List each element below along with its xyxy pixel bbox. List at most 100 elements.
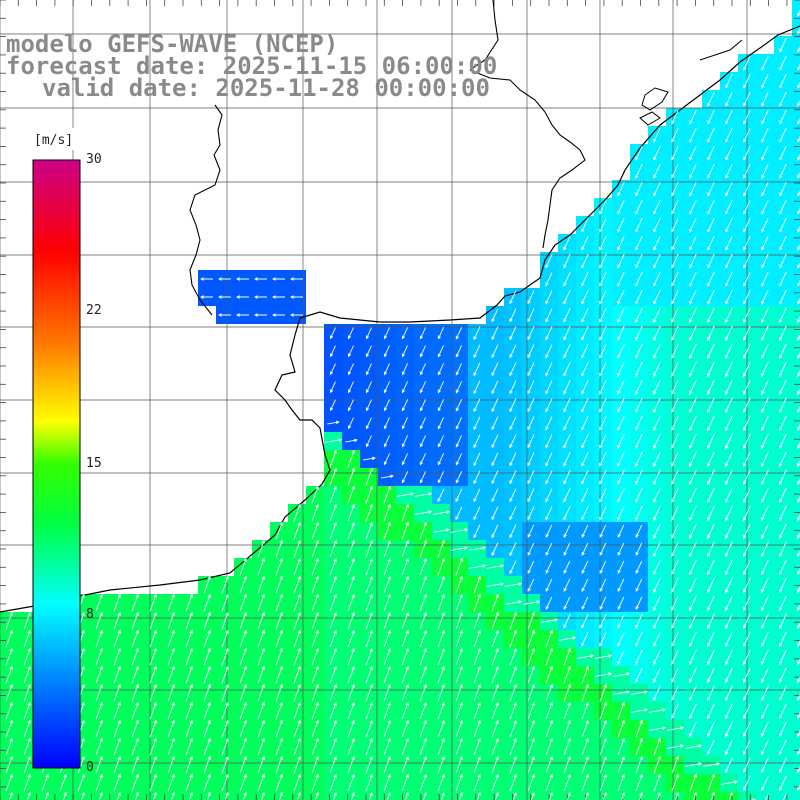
wind-cell: [792, 0, 800, 18]
wind-arrow: [563, 272, 571, 287]
wind-arrow: [725, 613, 733, 630]
wind-arrow: [293, 575, 301, 594]
wind-cell: [342, 792, 360, 800]
wind-arrow: [311, 557, 319, 576]
wind-cell: [252, 792, 270, 800]
wind-arrow: [725, 92, 733, 107]
wind-arrow: [761, 631, 769, 648]
wind-arrow: [617, 433, 625, 449]
wind-arrow: [779, 613, 787, 630]
wind-arrow: [779, 505, 787, 522]
wind-arrow: [689, 236, 697, 251]
wind-arrow: [329, 755, 337, 774]
wind-arrow: [761, 254, 769, 269]
wind-arrow: [437, 629, 445, 648]
wind-arrow: [131, 719, 139, 738]
wind-arrow: [455, 345, 463, 358]
wind-arrow: [797, 136, 800, 143]
wind-arrow: [401, 381, 408, 394]
wind-arrow: [563, 236, 571, 251]
wind-arrow: [707, 703, 715, 720]
wind-arrow: [347, 593, 355, 612]
wind-arrow: [419, 773, 427, 792]
wind-arrow: [527, 488, 535, 503]
wind-arrow: [311, 773, 319, 792]
wind-arrow: [5, 755, 13, 774]
wind-arrow: [728, 791, 733, 800]
wind-arrow: [185, 647, 193, 666]
wind-arrow: [599, 199, 607, 215]
wind-arrow: [113, 683, 121, 702]
wind-arrow: [185, 629, 193, 648]
wind-arrow: [239, 737, 247, 756]
wind-arrow: [635, 236, 643, 251]
wind-arrow: [797, 406, 800, 414]
wind-arrow: [761, 379, 769, 396]
wind-arrow: [275, 521, 283, 540]
wind-arrow: [563, 578, 571, 592]
wind-arrow: [401, 593, 409, 612]
wind-arrow: [275, 629, 283, 648]
wind-arrow: [671, 433, 679, 450]
wind-arrow: [743, 343, 751, 360]
wind-arrow: [725, 74, 733, 89]
wind-arrow: [149, 683, 157, 702]
wind-arrow: [509, 719, 517, 738]
wind-arrow: [419, 557, 427, 576]
wind-arrow: [545, 362, 553, 377]
wind-arrow: [653, 397, 661, 414]
wind-arrow: [437, 575, 445, 594]
wind-arrow: [599, 596, 607, 610]
wind-arrow: [545, 344, 553, 359]
wind-arrow: [365, 485, 373, 504]
wind-arrow: [707, 595, 715, 612]
wind-arrow: [689, 200, 697, 215]
wind-arrow: [617, 218, 625, 233]
wind-cell: [594, 792, 612, 800]
wind-arrow: [545, 596, 553, 610]
wind-arrow: [581, 596, 589, 610]
wind-arrow: [563, 362, 571, 377]
wind-arrow: [779, 469, 787, 486]
wind-arrow: [797, 388, 800, 396]
wind-arrow: [473, 719, 481, 738]
wind-arrow: [671, 469, 679, 486]
wind-arrow: [311, 611, 319, 630]
wind-arrow: [473, 326, 481, 341]
wind-arrow: [689, 487, 697, 504]
wind-arrow: [725, 685, 733, 702]
wind-arrow: [365, 539, 373, 558]
wind-arrow: [779, 541, 787, 558]
wind-arrow: [311, 629, 319, 648]
wind-arrow: [221, 629, 229, 648]
wind-arrow: [329, 593, 337, 612]
wind-arrow: [540, 618, 559, 623]
wind-arrow: [365, 467, 373, 486]
wind-arrow: [455, 629, 463, 648]
wind-arrow: [563, 755, 571, 774]
wind-arrow: [743, 739, 751, 756]
wind-arrow: [134, 791, 139, 800]
wind-arrow: [797, 64, 800, 71]
wind-arrow: [293, 521, 301, 540]
wind-arrow: [504, 582, 523, 587]
wind-arrow: [671, 631, 679, 648]
wind-arrow: [527, 542, 535, 556]
wind-cell: [306, 792, 324, 800]
wind-arrow: [491, 773, 499, 792]
wind-arrow: [509, 362, 517, 377]
wind-arrow: [653, 505, 661, 522]
wind-arrow: [455, 435, 463, 448]
wind-arrow: [437, 701, 445, 720]
wind-arrow: [635, 737, 643, 756]
wind-arrow: [509, 290, 517, 305]
wind-arrow: [617, 505, 625, 521]
wind-arrow: [671, 254, 679, 269]
wind-arrow: [149, 665, 157, 684]
wind-arrow: [689, 182, 697, 197]
wind-arrow: [332, 791, 337, 800]
wind-arrow: [401, 435, 408, 448]
wind-arrow: [221, 773, 229, 792]
wind-arrow: [581, 506, 589, 521]
wind-arrow: [473, 380, 481, 395]
